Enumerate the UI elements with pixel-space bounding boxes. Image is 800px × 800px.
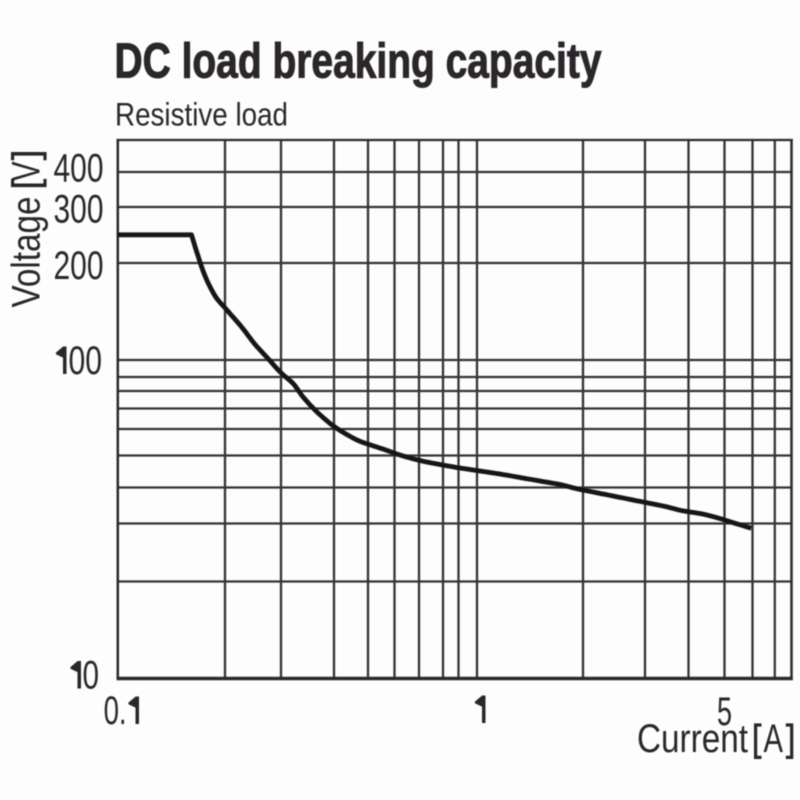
svg-text:400: 400 (54, 146, 104, 190)
svg-text:A: A (764, 717, 784, 761)
svg-text:00: 00 (69, 339, 103, 383)
svg-text:0: 0 (83, 654, 100, 698)
svg-text:V: V (5, 161, 49, 181)
svg-text:5: 5 (717, 690, 732, 734)
svg-text:300: 300 (54, 188, 104, 232)
svg-text:Resistive load: Resistive load (115, 97, 288, 133)
svg-text:200: 200 (54, 244, 104, 288)
svg-text:0.: 0. (104, 689, 127, 733)
svg-text:Voltage: Voltage (5, 197, 49, 308)
svg-text:DC load breaking capacity: DC load breaking capacity (115, 35, 602, 89)
svg-text:Current: Current (637, 717, 748, 761)
